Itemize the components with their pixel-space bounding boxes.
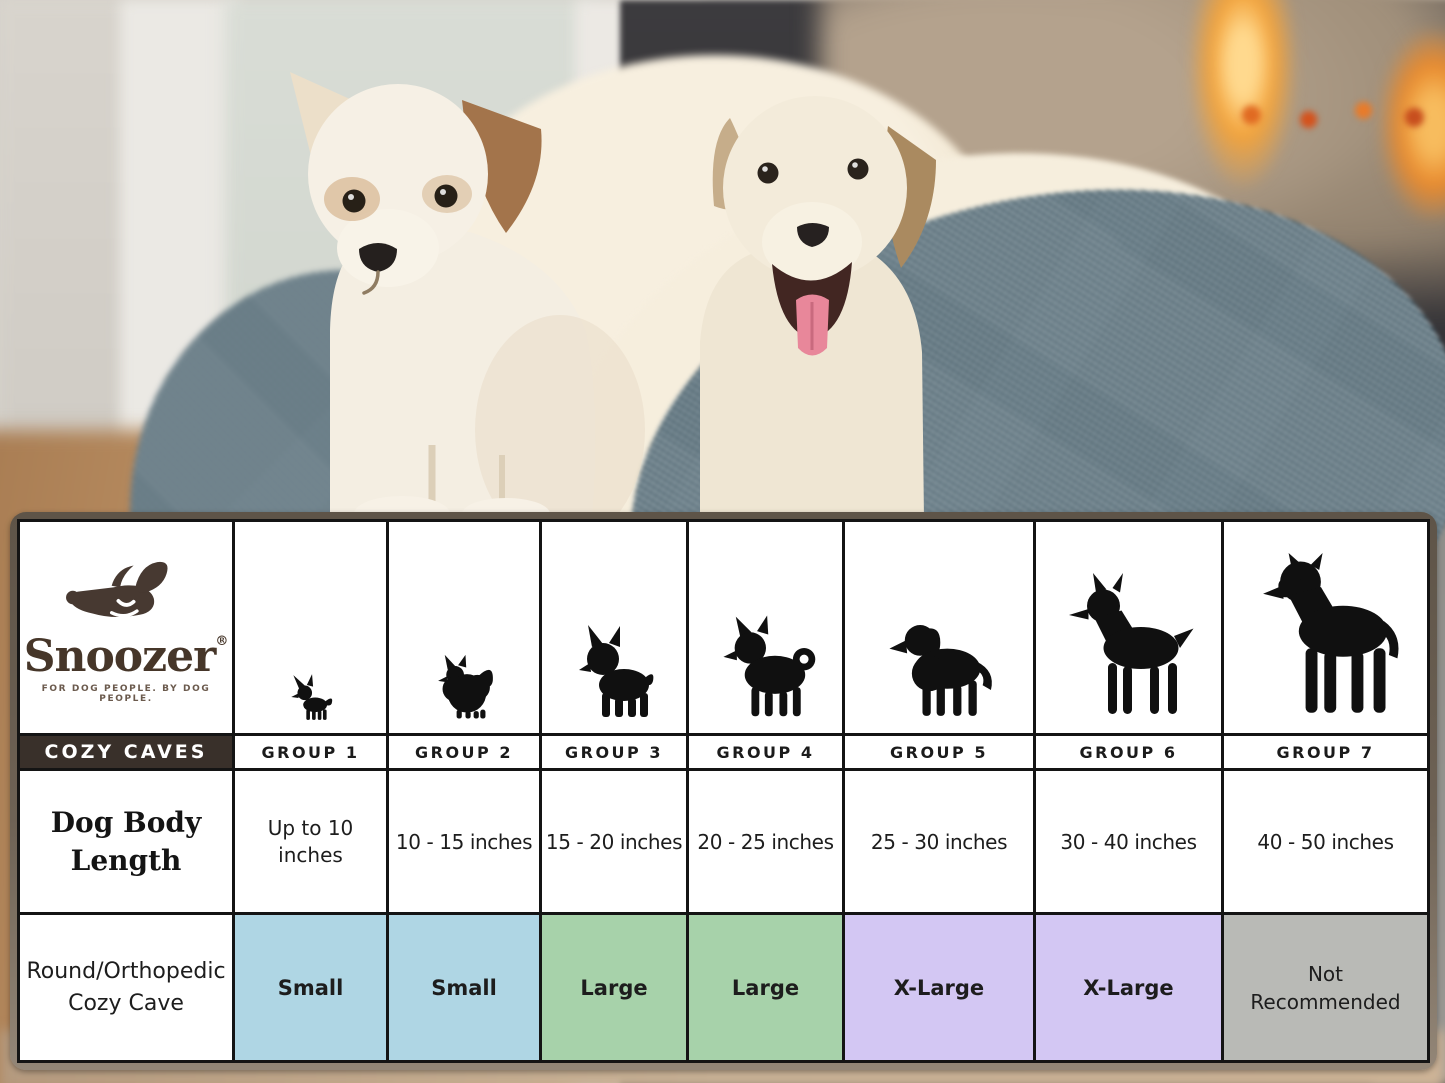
group-2-header: GROUP 2	[389, 736, 539, 768]
size-chart-panel: Snoozer® FOR DOG PEOPLE. BY DOG PEOPLE.	[10, 512, 1437, 1070]
body-length-value: 10 - 15 inches	[389, 771, 539, 912]
left-dog	[290, 72, 645, 545]
size-recommendation: Large	[731, 975, 800, 1000]
group-7-header: GROUP 7	[1224, 736, 1427, 768]
group-6-header: GROUP 6	[1036, 736, 1221, 768]
pomeranian-silhouette-icon	[438, 654, 493, 719]
group-5-header: GROUP 5	[845, 736, 1033, 768]
brand-tagline: FOR DOG PEOPLE. BY DOG PEOPLE.	[41, 684, 211, 704]
body-length-value: 25 - 30 inches	[845, 771, 1033, 912]
group-4-dog-cell	[689, 522, 842, 733]
size-recommendation: Small	[431, 975, 497, 1000]
group-1-header: GROUP 1	[235, 736, 386, 768]
body-length-value: 40 - 50 inches	[1224, 771, 1427, 912]
boston-terrier-silhouette-icon	[579, 625, 654, 717]
body-length-value: 15 - 20 inches	[542, 771, 686, 912]
group-6-dog-cell	[1036, 522, 1221, 733]
body-length-row-label: Dog Body Length	[50, 805, 202, 877]
cozy-caves-banner: COZY CAVES	[20, 736, 232, 768]
doberman-silhouette-icon	[1068, 573, 1193, 714]
brand-wordmark: Snoozer®	[23, 631, 229, 682]
body-length-value: 30 - 40 inches	[1036, 771, 1221, 912]
brand-logo-cell: Snoozer® FOR DOG PEOPLE. BY DOG PEOPLE.	[20, 522, 232, 733]
size-recommendation: X-Large	[893, 975, 985, 1000]
chihuahua-silhouette-icon	[290, 674, 332, 720]
great-dane-silhouette-icon	[1262, 553, 1398, 713]
photo-embers	[1225, 92, 1445, 138]
body-length-value: 20 - 25 inches	[689, 771, 842, 912]
size-recommendation: Small	[277, 975, 344, 1000]
shiba-inu-silhouette-icon	[722, 615, 815, 717]
size-recommendation: Large	[580, 975, 648, 1000]
right-dog	[700, 96, 936, 520]
body-length-value: Up to 10 inches	[267, 815, 354, 867]
group-2-dog-cell	[389, 522, 539, 733]
size-chart-table: Snoozer® FOR DOG PEOPLE. BY DOG PEOPLE.	[17, 519, 1430, 1063]
group-4-header: GROUP 4	[689, 736, 842, 768]
size-recommendation: X-Large	[1083, 975, 1174, 1000]
golden-retriever-silhouette-icon	[889, 625, 992, 716]
snoozer-dog-logo-icon	[66, 561, 168, 618]
product-row-label: Round/Orthopedic Cozy Cave	[26, 958, 226, 1016]
group-5-dog-cell	[845, 522, 1033, 733]
group-3-dog-cell	[542, 522, 686, 733]
group-7-dog-cell	[1224, 522, 1427, 733]
group-1-dog-cell	[235, 522, 386, 733]
size-recommendation: Not Recommended	[1250, 961, 1401, 1014]
group-3-header: GROUP 3	[542, 736, 686, 768]
two-terrier-dogs	[290, 72, 936, 545]
